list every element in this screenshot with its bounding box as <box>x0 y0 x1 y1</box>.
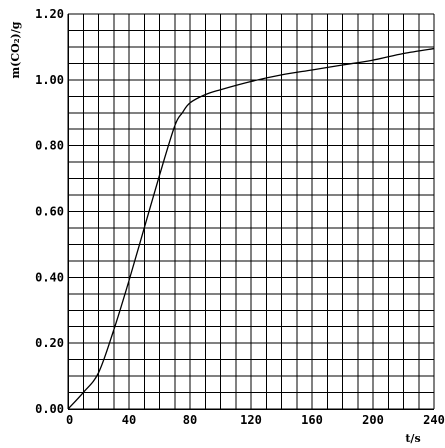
x-tick-label: 80 <box>183 413 197 427</box>
y-tick-label: 0.20 <box>35 336 64 350</box>
x-tick-label: 240 <box>423 413 445 427</box>
y-tick-label: 0.60 <box>35 205 64 219</box>
series-lines <box>67 47 435 410</box>
x-tick-label: 160 <box>301 413 323 427</box>
x-tick-label: 0 <box>66 413 73 427</box>
axes <box>67 14 434 410</box>
y-tick-label: 0.40 <box>35 270 64 284</box>
series-line <box>67 47 435 410</box>
x-tick-label: 200 <box>362 413 384 427</box>
y-tick-label: 1.20 <box>35 7 64 21</box>
x-tick-label: 40 <box>122 413 136 427</box>
y-tick-labels: 0.00 0.20 0.40 0.60 0.80 1.00 1.20 <box>35 7 64 416</box>
y-tick-label: 0.80 <box>35 139 64 153</box>
y-tick-label: 0.00 <box>35 402 64 416</box>
y-tick-label: 1.00 <box>35 73 64 87</box>
x-tick-labels: 0 40 80 120 160 200 240 <box>66 413 445 427</box>
grid-lines <box>67 13 435 410</box>
x-tick-label: 120 <box>240 413 262 427</box>
y-axis-label: m(CO₂)/g <box>9 21 22 78</box>
x-axis-label: t/s <box>405 432 420 445</box>
